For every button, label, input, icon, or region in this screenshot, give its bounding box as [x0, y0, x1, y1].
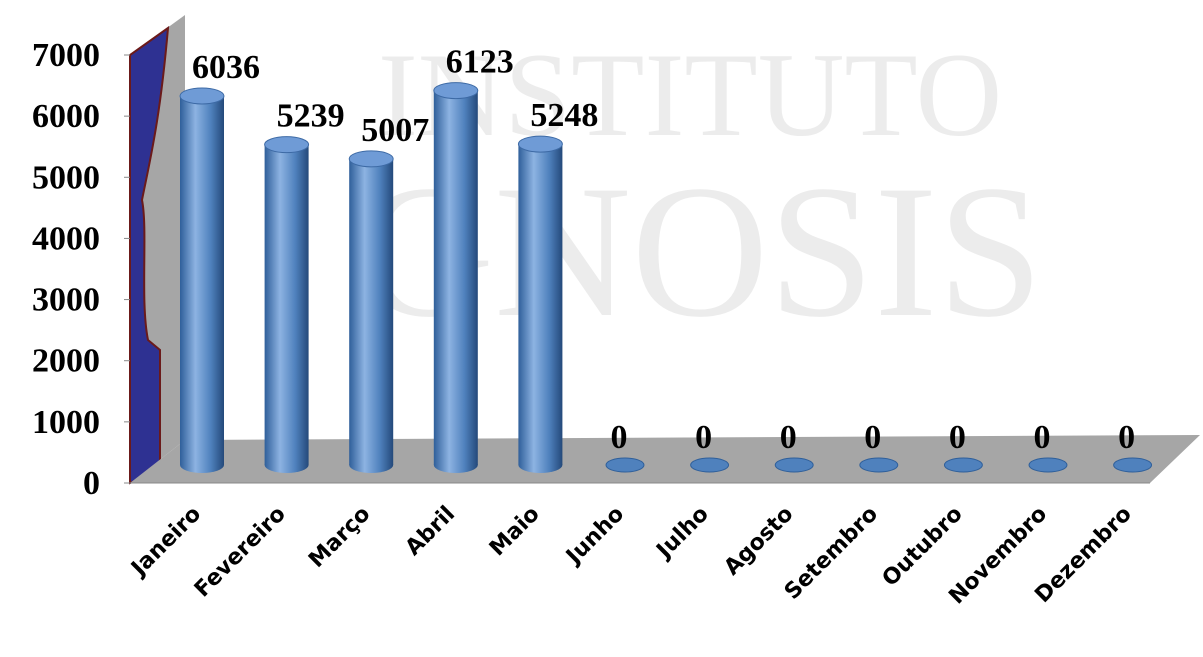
- y-tick-label: 1000: [32, 404, 100, 441]
- bar: [264, 144, 309, 465]
- value-label: 0: [864, 419, 881, 456]
- y-tick-label: 6000: [32, 98, 100, 135]
- floor: [130, 435, 1200, 483]
- x-tick-label: Janeiro: [126, 502, 207, 583]
- bar-top: [348, 150, 394, 168]
- wall-figure: [129, 25, 170, 485]
- y-tick-label: 2000: [32, 343, 100, 380]
- bar-bottom: [518, 457, 563, 473]
- y-tick-label: 7000: [32, 37, 100, 74]
- x-tick-label: Abril: [401, 502, 460, 561]
- bar: [943, 457, 983, 473]
- value-label: 6036: [192, 49, 260, 86]
- bar: [180, 95, 224, 465]
- value-label: 0: [695, 419, 712, 456]
- bar: [1028, 457, 1068, 473]
- y-tick-label: 4000: [32, 220, 100, 257]
- bar-bottom: [433, 457, 478, 473]
- value-label: 5239: [277, 98, 345, 135]
- bar: [774, 457, 814, 473]
- bar: [859, 457, 899, 473]
- value-label: 5007: [361, 112, 429, 149]
- y-tick-label: 3000: [32, 282, 100, 319]
- bar: [605, 457, 645, 473]
- bar: [518, 144, 563, 465]
- x-tick-label: Junho: [560, 502, 629, 571]
- x-tick-label: Fevereiro: [190, 502, 291, 603]
- y-tick-label: 5000: [32, 159, 100, 196]
- bar-bottom: [349, 457, 394, 473]
- x-tick-label: Março: [304, 502, 375, 573]
- bar: [433, 90, 478, 465]
- value-label: 0: [611, 419, 628, 456]
- bar-bottom: [264, 457, 309, 473]
- value-label: 5248: [530, 97, 598, 134]
- y-tick-label: 0: [83, 465, 100, 502]
- bar-top: [517, 135, 563, 153]
- x-tick-label: Agosto: [720, 502, 799, 581]
- bar-top: [433, 82, 479, 100]
- bar: [349, 158, 394, 465]
- bar-top: [264, 136, 310, 154]
- bar: [690, 457, 730, 473]
- x-tick-label: Maio: [485, 502, 545, 562]
- bar-bottom: [180, 457, 224, 473]
- watermark: INSTITUTO: [378, 28, 1002, 161]
- bar-top: [179, 87, 225, 105]
- value-label: 0: [1034, 419, 1051, 456]
- x-tick-label: Julho: [651, 502, 714, 565]
- value-label: 0: [949, 419, 966, 456]
- value-label: 0: [780, 419, 797, 456]
- x-tick-label: Outubro: [878, 502, 968, 592]
- value-label: 6123: [446, 44, 514, 81]
- value-label: 0: [1118, 419, 1135, 456]
- bar: [1113, 457, 1153, 473]
